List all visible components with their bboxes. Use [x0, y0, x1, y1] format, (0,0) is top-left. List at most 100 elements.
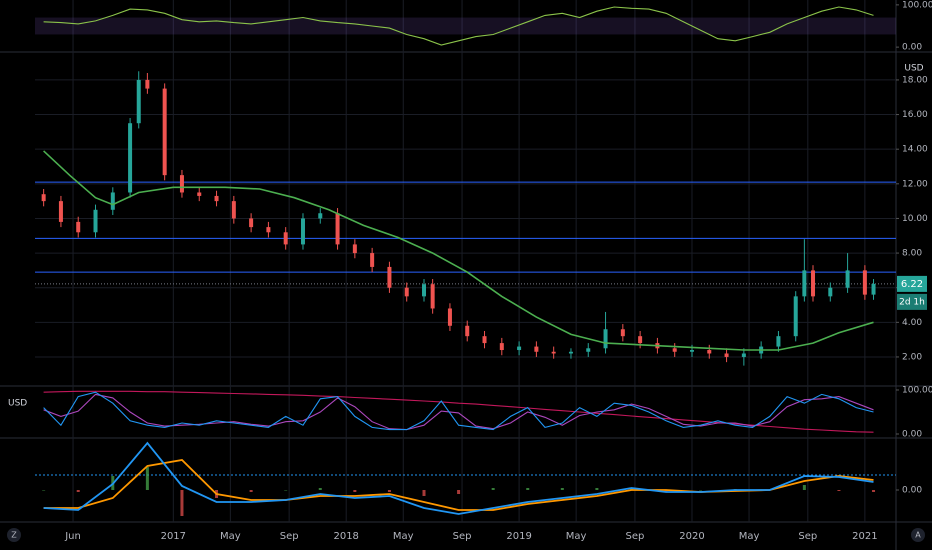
- y-tick-label: 100.00: [902, 385, 932, 395]
- histogram-bar: [595, 488, 599, 490]
- candle-body: [162, 88, 167, 176]
- candle-body: [76, 221, 81, 233]
- countdown-label: 2d 1h: [899, 297, 925, 307]
- band: [35, 17, 896, 35]
- candle-body: [145, 79, 150, 89]
- price-tag-label: 6.22: [901, 279, 923, 290]
- candle-body: [300, 218, 305, 245]
- x-tick-label: Sep: [280, 531, 299, 542]
- y-tick-label: 10.00: [902, 214, 928, 224]
- candle-body: [845, 270, 850, 288]
- candle-body: [179, 175, 184, 193]
- candle-body: [352, 244, 357, 254]
- candle-body: [499, 343, 504, 351]
- candle-body: [249, 218, 254, 228]
- candle-body: [517, 346, 522, 351]
- candle-body: [724, 353, 729, 357]
- candle-body: [793, 296, 798, 337]
- histogram-bar: [180, 490, 184, 516]
- histogram-bar: [837, 490, 841, 491]
- candle-body: [465, 325, 470, 337]
- y-tick-label: 14.00: [902, 145, 928, 155]
- candle-body: [811, 270, 816, 297]
- candle-body: [93, 209, 98, 233]
- candle-body: [741, 353, 746, 357]
- candle-body: [534, 346, 539, 352]
- histogram-bar: [629, 488, 633, 490]
- candle-body: [231, 201, 236, 219]
- control-button[interactable]: [911, 528, 925, 542]
- indicator-line: [43, 6, 874, 46]
- y-tick-label: 16.00: [902, 110, 928, 120]
- candle-body: [387, 266, 392, 288]
- candle-body: [128, 123, 133, 193]
- y-tick-label: 100.00: [902, 0, 932, 10]
- x-tick-label: May: [220, 531, 241, 542]
- histogram-bar: [387, 490, 391, 492]
- candle-body: [58, 201, 63, 222]
- control-button[interactable]: [7, 528, 21, 542]
- histogram-bar: [76, 490, 80, 492]
- indicator-line: [43, 393, 874, 431]
- candle-body: [638, 336, 643, 344]
- candle-body: [620, 329, 625, 337]
- x-tick-label: 2020: [679, 531, 704, 542]
- histogram-bar: [249, 490, 253, 492]
- x-tick-label: May: [566, 531, 587, 542]
- y-tick-label: 18.00: [902, 75, 928, 85]
- candle-body: [197, 192, 202, 196]
- moving-average: [43, 150, 874, 351]
- candle-body: [551, 351, 556, 354]
- y-tick-label: 0.00: [902, 486, 922, 496]
- indicator-line: [43, 390, 874, 433]
- candle-body: [214, 195, 219, 202]
- x-tick-label: Sep: [798, 531, 817, 542]
- candle-body: [871, 283, 876, 295]
- x-tick-label: Sep: [626, 531, 645, 542]
- candle-body: [689, 350, 694, 352]
- x-tick-label: May: [393, 531, 414, 542]
- histogram-bar: [422, 490, 426, 496]
- x-tick-label: 2018: [333, 531, 358, 542]
- histogram-bar: [318, 488, 322, 490]
- histogram-bar: [872, 490, 876, 492]
- y-tick-label: 8.00: [902, 249, 922, 259]
- histogram-bar: [560, 488, 564, 490]
- candle-body: [422, 284, 427, 297]
- histogram-bar: [491, 488, 495, 490]
- indicator-line: [43, 459, 874, 511]
- y-tick-label: 4.00: [902, 318, 922, 328]
- candle-body: [828, 287, 833, 297]
- candle-body: [370, 253, 375, 267]
- candle-body: [283, 232, 288, 245]
- candle-body: [335, 213, 340, 245]
- y-tick-label: 0.00: [902, 430, 922, 440]
- candle-body: [862, 270, 867, 295]
- candle-body: [672, 348, 677, 352]
- candle-body: [266, 227, 271, 233]
- histogram-bar: [699, 490, 703, 491]
- x-tick-label: May: [739, 531, 760, 542]
- candle-body: [447, 308, 452, 326]
- candle-body: [776, 336, 781, 347]
- y-tick-label: 0.00: [902, 43, 922, 53]
- control-label[interactable]: Z: [11, 531, 17, 540]
- price-tag: [897, 275, 927, 292]
- indicator-line: [43, 391, 874, 431]
- y-tick-label: 12.00: [902, 179, 928, 189]
- countdown-tag: [897, 293, 927, 310]
- x-tick-label: 2019: [506, 531, 531, 542]
- control-label[interactable]: A: [915, 531, 921, 540]
- histogram-bar: [526, 488, 530, 490]
- candle-body: [430, 284, 435, 309]
- histogram-bar: [664, 490, 668, 492]
- candle-body: [318, 213, 323, 219]
- candle-body: [802, 270, 807, 297]
- histogram-bar: [284, 490, 288, 491]
- y-tick-label: 2.00: [902, 352, 922, 362]
- candle-body: [603, 329, 608, 349]
- panel-label: USD: [8, 399, 27, 409]
- candle-body: [110, 192, 115, 210]
